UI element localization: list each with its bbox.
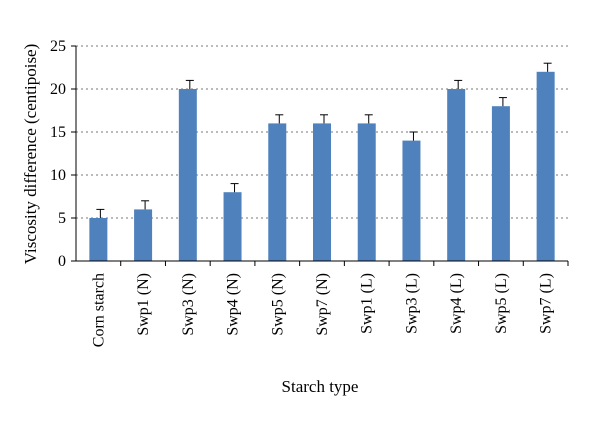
y-axis-title: Viscosity difference (centipoise) [21, 44, 40, 265]
bar [268, 123, 287, 262]
x-category-label: Corn starch [90, 273, 107, 347]
error-bars [96, 62, 552, 218]
y-tick-label: 15 [50, 124, 66, 141]
bar [89, 218, 108, 261]
x-category-label: Swp3 (L) [403, 273, 420, 334]
bar [402, 140, 421, 261]
bar [134, 209, 153, 261]
x-category-label: Swp4 (L) [448, 273, 465, 334]
bar [223, 192, 242, 261]
x-category-label: Swp5 (L) [493, 273, 510, 334]
bar [178, 89, 197, 261]
x-category-label: Swp3 (N) [180, 273, 197, 336]
x-category-label: Swp7 (L) [538, 273, 555, 334]
bar [491, 106, 510, 261]
y-tick-label: 0 [58, 253, 66, 270]
bar [536, 71, 555, 261]
x-category-label: Swp5 (N) [269, 273, 286, 336]
bar [447, 89, 466, 261]
y-tick-label: 25 [50, 38, 66, 55]
x-category-label: Swp1 (N) [135, 273, 152, 336]
bar [313, 123, 331, 262]
y-tick-label: 10 [50, 167, 66, 184]
axes [75, 46, 568, 262]
x-category-label: Swp1 (L) [359, 273, 376, 334]
x-category-label: Swp4 (N) [225, 273, 242, 336]
y-tick-labels: 0 5 10 15 20 25 [50, 38, 76, 270]
x-category-label: Swp7 (N) [314, 273, 331, 336]
x-axis-title: Starch type [282, 377, 359, 396]
x-category-labels: Corn starch Swp1 (N) Swp3 (N) Swp4 (N) Swp5 … [90, 261, 569, 347]
bars [89, 71, 555, 262]
y-tick-label: 5 [58, 210, 66, 227]
bar [357, 123, 376, 262]
y-tick-label: 20 [50, 81, 66, 98]
